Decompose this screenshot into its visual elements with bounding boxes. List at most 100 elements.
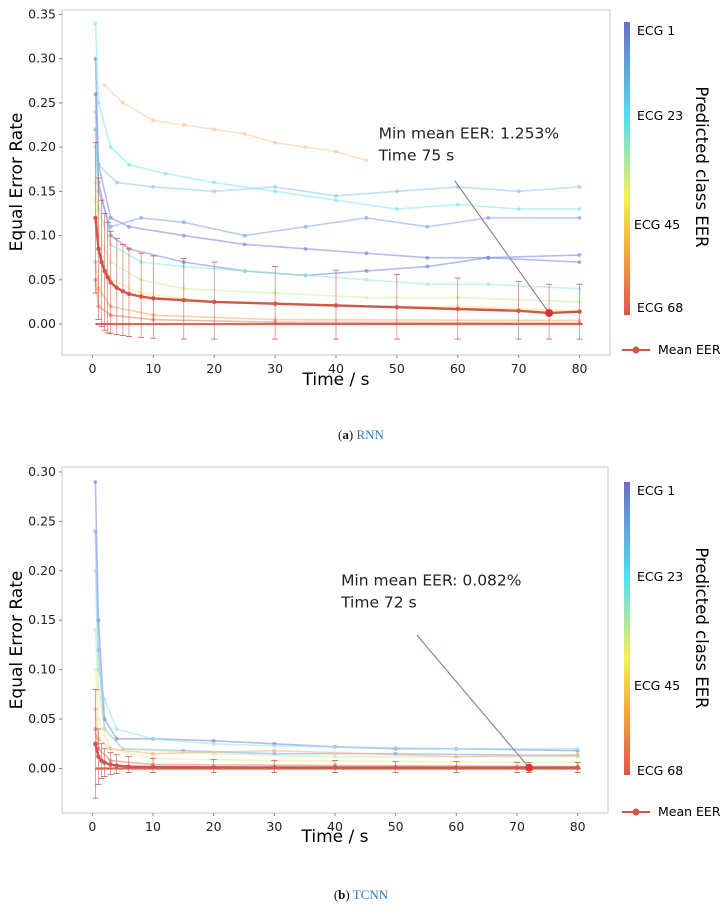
y-tick-labels: 0.00 0.05 0.10 0.15 0.20 0.25 0.30 <box>28 464 62 776</box>
mean-eer-point <box>181 297 186 303</box>
colorbar-title: Predicted class EER <box>692 547 711 708</box>
y-axis-label: Equal Error Rate <box>7 571 27 710</box>
min-point <box>525 763 534 772</box>
mean-eer-point <box>514 765 520 770</box>
series-point <box>181 123 186 127</box>
series-point <box>333 754 337 759</box>
caption-letter: b <box>338 887 346 902</box>
mean-eer-point <box>96 246 101 252</box>
series-point <box>425 282 430 287</box>
colorbar <box>624 482 630 775</box>
series-point <box>364 277 369 282</box>
mean-eer-point <box>455 306 460 312</box>
series-point <box>96 162 101 167</box>
y-tick-label: 0.20 <box>28 139 56 154</box>
mean-eer-point <box>114 285 120 290</box>
series-point <box>364 251 369 256</box>
caption-a: (a) RNN <box>338 427 384 442</box>
colorbar-tick-ecg45: ECG 45 <box>634 217 680 232</box>
mean-eer-point <box>575 765 580 770</box>
mean-legend-label: Mean EER <box>658 804 721 819</box>
class-series <box>93 479 580 769</box>
series-point <box>516 189 521 194</box>
series-point <box>364 158 369 163</box>
mean-eer-point <box>93 215 98 221</box>
annotation-text-time: Time 75 s <box>378 146 455 164</box>
mean-eer-series <box>92 689 581 799</box>
series-point <box>364 295 369 300</box>
min-point <box>545 308 554 317</box>
caption-letter: a <box>342 427 349 442</box>
series-point <box>575 746 580 751</box>
series-point <box>93 667 98 672</box>
y-tick-label: 0.05 <box>28 272 56 287</box>
colorbar-tick-ecg1: ECG 1 <box>637 23 675 38</box>
series-line-ecg-68 <box>94 728 578 768</box>
series-point <box>242 233 247 238</box>
x-tick-label: 60 <box>450 361 466 376</box>
y-axis-label: Equal Error Rate <box>7 113 27 252</box>
series-point <box>114 180 119 185</box>
y-tick-label: 0.00 <box>28 761 56 776</box>
chart-rnn: 0.00 0.05 0.10 0.15 0.20 0.25 0.30 0.35 0 10 20 30… <box>7 6 611 390</box>
mean-eer-point <box>93 741 98 746</box>
series-line-ecg-50 <box>104 84 367 162</box>
mean-legend-label: Mean EER <box>658 342 721 357</box>
mean-eer-point <box>108 762 113 767</box>
series-point <box>455 202 460 207</box>
y-tick-label: 0.35 <box>28 6 56 21</box>
colorbar-tick-ecg68: ECG 68 <box>637 763 683 778</box>
mean-eer-point <box>516 308 521 313</box>
colorbar-tick-ecg45: ECG 45 <box>634 678 680 693</box>
series-point <box>394 189 399 194</box>
series-point <box>486 255 491 260</box>
series-point <box>93 21 98 26</box>
mean-eer-point <box>126 291 132 297</box>
annotation-arrow <box>454 180 550 314</box>
series-point <box>393 745 398 750</box>
series-point <box>242 131 247 136</box>
series-point <box>272 743 277 748</box>
y-tick-label: 0.30 <box>28 464 56 479</box>
series-point <box>126 224 131 229</box>
series-point <box>303 224 308 229</box>
y-tick-label: 0.10 <box>28 228 56 243</box>
mean-eer-point <box>99 259 104 265</box>
y-tick-label: 0.25 <box>28 95 56 110</box>
mean-eer-point <box>120 289 126 294</box>
colorbar <box>624 22 630 315</box>
series-point <box>454 746 459 751</box>
y-tick-label: 0.10 <box>28 662 56 677</box>
series-point <box>114 726 119 731</box>
mean-eer-point <box>126 764 131 769</box>
series-point <box>93 479 98 484</box>
mean-eer-point <box>332 765 338 770</box>
caption-label: TCNN <box>352 887 389 902</box>
min-annotation: Min mean EER: 0.082% Time 72 s <box>340 572 534 772</box>
x-tick-label: 30 <box>266 819 282 834</box>
series-point <box>577 215 582 220</box>
annotation-text-eer: Min mean EER: 1.253% <box>379 124 559 142</box>
series-point <box>575 752 580 757</box>
caption-b: (b) TCNN <box>333 887 389 902</box>
mean-eer-point <box>211 765 216 770</box>
series-point <box>333 744 337 749</box>
annotation-arrow <box>416 634 530 769</box>
series-point <box>93 109 98 114</box>
series-point <box>454 754 459 759</box>
series-point <box>486 282 491 287</box>
x-tick-label: 10 <box>145 819 161 834</box>
series-point <box>425 255 430 260</box>
mean-eer-point <box>96 754 101 759</box>
series-point <box>272 748 277 753</box>
mean-eer-point <box>393 765 398 770</box>
x-tick-label: 70 <box>511 361 527 376</box>
series-point <box>212 127 217 132</box>
series-point <box>577 207 582 212</box>
chart-tcnn: 0.00 0.05 0.10 0.15 0.20 0.25 0.30 0 10 20 30 40 50… <box>7 464 609 847</box>
series-point <box>120 100 125 105</box>
x-tick-label: 40 <box>327 819 343 834</box>
mean-eer-point <box>212 299 217 305</box>
y-tick-label: 0.05 <box>28 711 56 726</box>
